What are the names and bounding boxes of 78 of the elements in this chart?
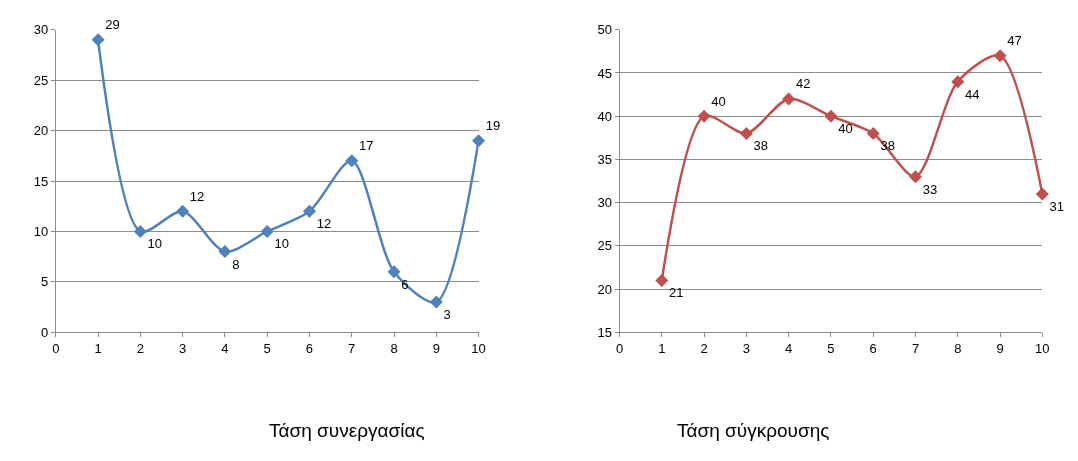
y-tick-label: 10 [33,223,49,239]
point [176,204,190,218]
data-label: 3 [443,306,451,322]
point [133,224,147,238]
point [472,134,486,148]
point [218,245,232,259]
x-tick-label: 7 [348,340,356,356]
x-tick-label: 6 [869,340,877,356]
point [824,109,838,123]
data-label: 44 [965,86,980,102]
point [387,265,401,279]
point [739,126,753,140]
data-label: 42 [795,76,811,92]
data-label: 19 [485,118,501,134]
point [782,92,796,106]
point [91,33,105,47]
point [655,273,669,287]
x-tick-label: 9 [996,340,1004,356]
data-label: 47 [1007,33,1022,49]
x-tick-label: 10 [1035,340,1050,356]
x-tick-label: 4 [785,340,793,356]
data-label: 10 [274,236,289,252]
point [697,109,711,123]
data-label: 40 [711,93,726,109]
y-tick-label: 35 [597,151,612,167]
y-tick-label: 25 [597,238,612,254]
point [302,204,316,218]
point [345,154,359,168]
x-tick-label: 9 [432,340,440,356]
data-label: 21 [669,285,684,301]
data-label: 12 [316,216,332,232]
data-label: 31 [1049,198,1065,214]
x-tick-label: 0 [615,340,624,356]
text: Τάση συνεργασίας [269,420,425,441]
x-tick-label: 0 [52,340,60,356]
x-tick-label: 5 [827,340,835,356]
y-tick-label: 20 [33,123,49,139]
data-label: 6 [401,276,409,292]
point [866,126,880,140]
point [429,295,443,309]
data-label: 38 [753,138,769,154]
x-tick-label: 8 [954,340,962,356]
x-tick-label: 2 [136,340,144,356]
x-tick-label: 4 [221,340,229,356]
data-label: 33 [922,181,938,197]
y-tick-label: 15 [597,324,612,340]
x-tick-label: 1 [94,340,102,356]
y-tick-label: 15 [33,173,49,189]
x-tick-label: 6 [305,340,314,356]
y-tick-label: 0 [40,324,49,340]
text: Τάση σύγκρουσης [677,420,830,441]
y-tick-label: 40 [597,108,612,124]
x-tick-label: 8 [390,340,398,356]
x-tick-label: 3 [742,340,750,356]
data-label: 8 [232,256,240,272]
y-tick-label: 30 [597,195,612,211]
data-label: 10 [147,236,163,252]
x-tick-label: 2 [700,340,708,356]
y-tick-label: 50 [597,22,612,38]
x-tick-label: 3 [178,340,187,356]
x-tick-label: 7 [911,340,920,356]
data-label: 29 [105,17,120,33]
y-tick-label: 20 [597,281,612,297]
data-label: 17 [358,138,374,154]
x-tick-label: 1 [658,340,666,356]
x-tick-label: 10 [471,340,486,356]
x-tick-label: 5 [263,340,271,356]
y-tick-label: 30 [33,22,49,38]
point [993,49,1007,63]
y-tick-label: 45 [597,65,612,81]
data-label: 40 [838,121,853,137]
y-tick-label: 25 [33,72,49,88]
point [1035,187,1049,201]
data-label: 12 [189,188,205,204]
point [908,170,922,184]
y-tick-label: 5 [40,274,49,290]
point [260,224,274,238]
point [951,75,965,89]
